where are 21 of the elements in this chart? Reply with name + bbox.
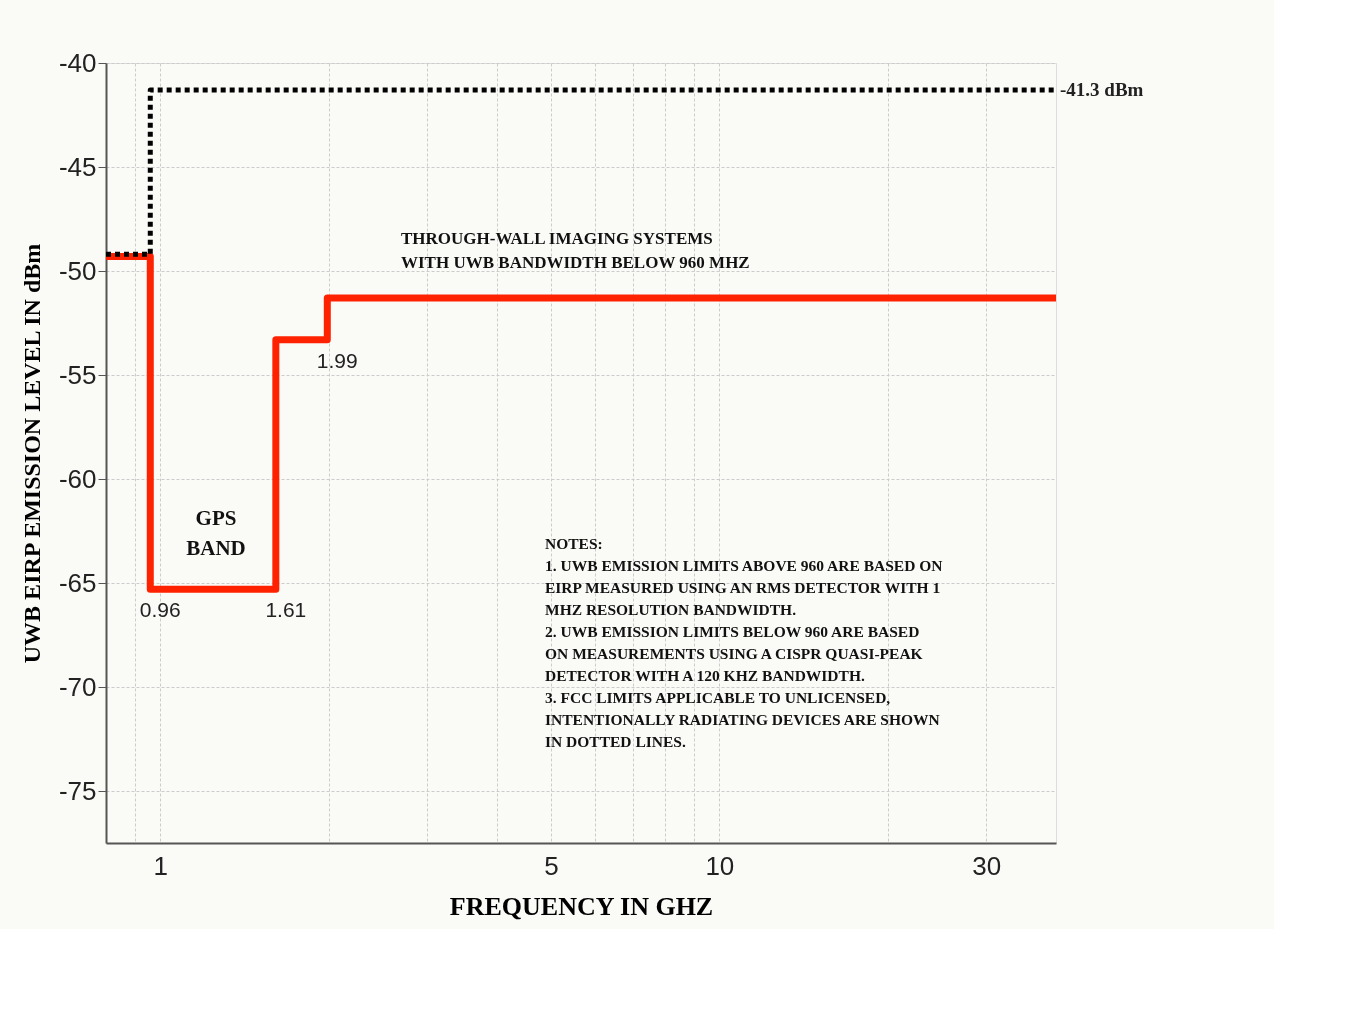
- annotation: 1.99: [316, 348, 358, 372]
- y-tick-label: -55: [58, 359, 97, 390]
- text: NOTES: 1. UWB EMISSION LIMITS ABOVE 960 ARE BASED ON EIRP MEASURED USING AN RMS DETECTOR WITH 1 MHZ RESOLUTION BANDWIDTH. 2. UWB EMISSION LIMITS BELOW 960 ARE BASED ON MEASUREMENTS USING A CISPR QUASI-PEAK DETECTOR WITH A 120 KHZ BANDWIDTH. 3. FCC LIMITS APPLICABLE TO UNLICENSED, INTENTIONALLY RADIATING DEVICES ARE SHOWN IN DOTTED LINES.: [545, 535, 943, 751]
- y-tick-label: -50: [58, 255, 97, 286]
- y-tick-label: -60: [58, 463, 97, 494]
- annotation: -41.3 dBm: [1060, 79, 1144, 101]
- x-axis-title: FREQUENCY IN GHZ: [449, 891, 714, 921]
- y-axis-title: UWB EIRP EMISSION LEVEL IN dBm: [18, 243, 45, 664]
- y-tick-label: -45: [58, 151, 97, 182]
- y-tick-label: -40: [58, 47, 97, 78]
- y-tick-label: -70: [58, 671, 97, 702]
- x-tick-label: 1: [153, 850, 168, 881]
- x-tick-label: 10: [705, 850, 735, 881]
- x-tick-label: 5: [544, 850, 559, 881]
- annotation: GPS BAND: [186, 506, 246, 560]
- y-tick-label: -75: [58, 775, 97, 806]
- y-tick-label: -65: [58, 567, 97, 598]
- annotation: THROUGH-WALL IMAGING SYSTEMS WITH UWB BANDWIDTH BELOW 960 MHZ: [401, 229, 750, 273]
- annotation: 1.61: [265, 598, 307, 622]
- x-tick-label: 30: [972, 850, 1002, 881]
- annotation: 0.96: [139, 598, 181, 622]
